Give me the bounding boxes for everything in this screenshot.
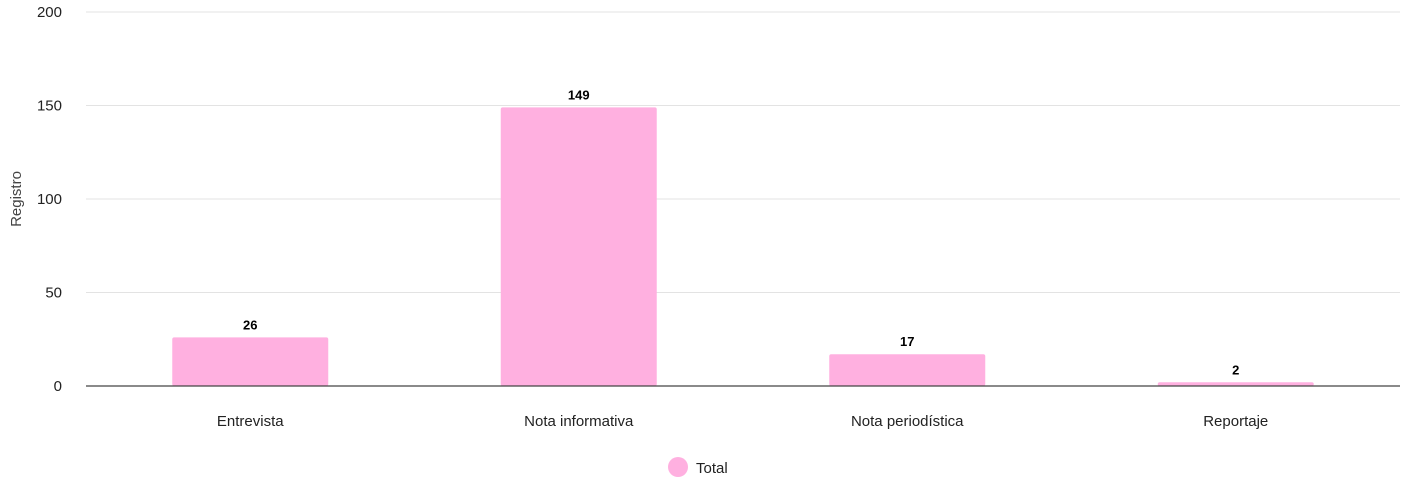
legend-swatch-total[interactable] [668,457,688,477]
y-tick-label: 150 [37,98,62,115]
bars [172,107,1314,387]
data-label: 26 [243,317,257,332]
x-tick-label: Nota informativa [524,413,634,430]
x-tick-label: Nota periodística [851,413,964,430]
data-label: 2 [1232,362,1239,377]
x-axis-ticks: Entrevista Nota informativa Nota periodíst… [217,413,1268,430]
x-tick-label: Entrevista [217,413,284,430]
data-labels: 26 149 17 2 [243,87,1239,377]
y-tick-label: 0 [54,378,62,395]
y-axis-ticks: 0 50 100 150 200 [37,4,62,395]
bar[interactable] [1157,382,1314,386]
bar[interactable] [500,107,657,387]
bar[interactable] [829,354,986,386]
gridlines [86,11,1400,293]
legend-label-total[interactable]: Total [696,460,728,477]
bar[interactable] [172,337,329,386]
y-axis-title: Registro [8,171,25,227]
legend[interactable]: Total [668,457,728,477]
y-tick-label: 50 [45,285,62,302]
data-label: 17 [900,334,914,349]
x-tick-label: Reportaje [1203,413,1268,430]
data-label: 149 [568,87,590,102]
y-tick-label: 100 [37,191,62,208]
y-tick-label: 200 [37,4,62,21]
